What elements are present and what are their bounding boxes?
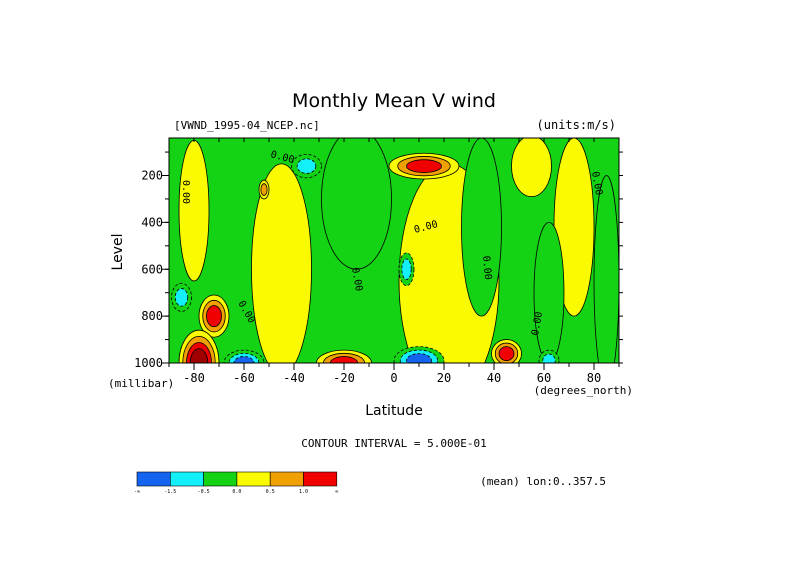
y-tick-label: 600 xyxy=(141,262,163,276)
x-tick-label: 60 xyxy=(537,371,551,385)
feature-3-ring-4 xyxy=(189,348,209,363)
chart-title: Monthly Mean V wind xyxy=(292,90,496,112)
colorbar-swatch-4 xyxy=(236,471,271,487)
dataset-label: [VWND_1995-04_NCEP.nc] xyxy=(174,119,320,132)
x-axis-ticks: -80 -60 -40 -20 0 20 40 60 80 xyxy=(168,138,620,385)
feature-10-ring-2 xyxy=(401,258,412,280)
feature-7-ring-3 xyxy=(498,346,515,362)
contour-label-2: 0.00 xyxy=(180,180,191,204)
x-tick-label: 40 xyxy=(487,371,501,385)
contour-label-6: 0.00 xyxy=(589,171,604,197)
x-tick-label: -60 xyxy=(233,371,255,385)
x-tick-label: -40 xyxy=(283,371,305,385)
feature-1-ring-3 xyxy=(406,159,442,173)
feature-12-ring-2 xyxy=(260,183,268,196)
feature-9-ring-2 xyxy=(296,158,317,174)
plot-area: 0.00 0.00 0.00 0.00 0.00 0.00 0.00 0.00 … xyxy=(134,137,623,385)
x-tick-label: 80 xyxy=(587,371,601,385)
negative-region-4 xyxy=(593,175,619,363)
colorbar-swatch-2 xyxy=(170,471,204,487)
negative-region-1 xyxy=(321,138,392,270)
feature-4-ring-3 xyxy=(233,356,255,363)
colorbar-swatch-5 xyxy=(269,471,304,487)
y-axis-label: Level xyxy=(110,234,126,271)
x-tick-label: -80 xyxy=(183,371,205,385)
y-tick-label: 200 xyxy=(141,169,163,183)
colorbar-label-5: 0.5 xyxy=(266,489,275,495)
colorbar-swatch-1 xyxy=(136,471,171,487)
contour-label-4: 0.00 xyxy=(349,267,364,293)
positive-region-4 xyxy=(178,139,210,282)
mean-longitude-text: (mean) lon:0..357.5 xyxy=(480,475,606,488)
feature-8-ring-2 xyxy=(542,353,556,363)
y-axis-ticks: 200 400 600 800 1000 xyxy=(134,151,623,370)
contour-label-5: 0.00 xyxy=(480,255,493,280)
colorbar-label-1: -∞ xyxy=(134,489,140,495)
feature-2-ring-3 xyxy=(206,305,222,328)
y-tick-label: 800 xyxy=(141,309,163,323)
negative-region-2 xyxy=(461,138,502,317)
feature-11-ring-2 xyxy=(174,288,189,307)
colorbar-swatch-3 xyxy=(203,471,238,487)
colorbar-label-7: ∞ xyxy=(335,489,338,495)
x-tick-label: -20 xyxy=(333,371,355,385)
y-tick-label: 1000 xyxy=(134,356,163,370)
colorbar-label-3: -0.5 xyxy=(198,489,210,495)
contour-field xyxy=(169,138,619,363)
positive-region-1 xyxy=(251,163,312,363)
feature-5-ring-3 xyxy=(329,356,359,363)
colorbar-label-6: 1.0 xyxy=(299,489,308,495)
colorbar-swatch-6 xyxy=(303,471,338,487)
negative-region-3 xyxy=(533,221,565,363)
x-axis-unit: (degrees_north) xyxy=(534,384,633,397)
colorbar-label-2: -1.5 xyxy=(164,489,176,495)
x-tick-label: 20 xyxy=(437,371,451,385)
x-axis-label: Latitude xyxy=(365,403,423,419)
colorbar-label-4: 0.0 xyxy=(232,489,241,495)
positive-region-5 xyxy=(511,138,552,197)
feature-6-ring-3 xyxy=(406,353,432,363)
units-label: (units:m/s) xyxy=(537,118,616,132)
contour-interval-text: CONTOUR INTERVAL = 5.000E-01 xyxy=(301,437,486,450)
x-tick-label: 0 xyxy=(390,371,397,385)
y-axis-unit: (millibar) xyxy=(108,377,174,390)
contour-label-7: 0.00 xyxy=(530,311,545,337)
colorbar-legend: -∞ -1.5 -0.5 0.0 0.5 1.0 ∞ xyxy=(134,471,338,495)
y-tick-label: 400 xyxy=(141,215,163,229)
